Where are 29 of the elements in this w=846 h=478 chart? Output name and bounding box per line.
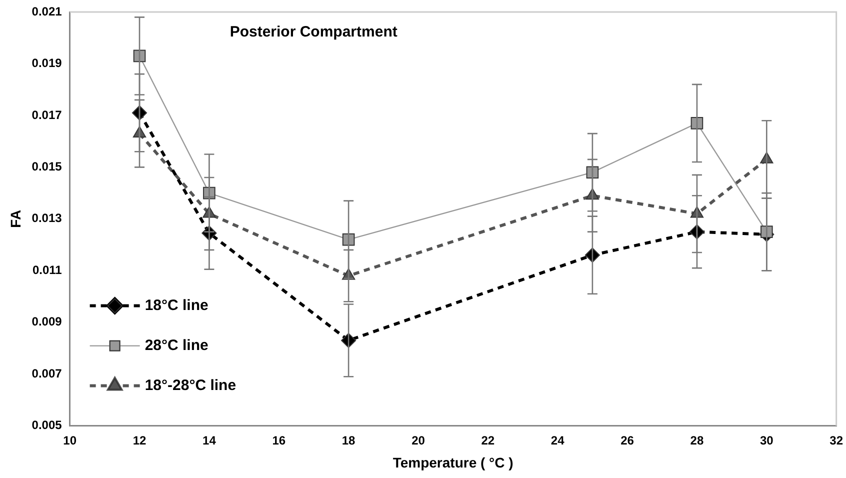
y-axis-title: FA: [7, 210, 24, 228]
legend-label: 18°C line: [144, 296, 208, 314]
legend-label: 28°C line: [144, 336, 208, 354]
y-tick-label: 0.021: [32, 4, 62, 18]
y-tick-label: 0.005: [32, 418, 62, 432]
y-tick-label: 0.009: [32, 314, 62, 329]
x-tick-label: 18: [342, 433, 356, 448]
x-tick-label: 24: [550, 433, 565, 448]
x-tick-label: 26: [620, 433, 634, 448]
point: [586, 166, 599, 179]
x-tick-label: 28: [690, 433, 704, 448]
y-tick-label: 0.017: [32, 108, 62, 122]
y-tick-label: 0.011: [32, 262, 62, 277]
x-tick-label: 32: [830, 433, 844, 448]
x-tick-label: 30: [760, 433, 774, 448]
point: [690, 117, 704, 130]
x-tick-label: 20: [412, 433, 426, 448]
legend-label: 18°-28°C line: [144, 376, 236, 394]
y-tick-label: 0.015: [32, 159, 62, 174]
y-tick-label: 0.019: [32, 56, 62, 70]
y-tick-label: 0.013: [32, 211, 62, 226]
x-tick-label: 10: [63, 433, 77, 448]
x-axis-title: Temperature ( °C ): [392, 454, 514, 470]
x-tick-label: 12: [132, 433, 147, 448]
x-tick-label: 14: [202, 433, 216, 448]
x-tick-label: 16: [272, 433, 286, 448]
x-tick-label: 22: [481, 433, 495, 448]
text: Posterior Compartment: [230, 24, 398, 41]
y-tick-label: 0.007: [32, 366, 62, 380]
